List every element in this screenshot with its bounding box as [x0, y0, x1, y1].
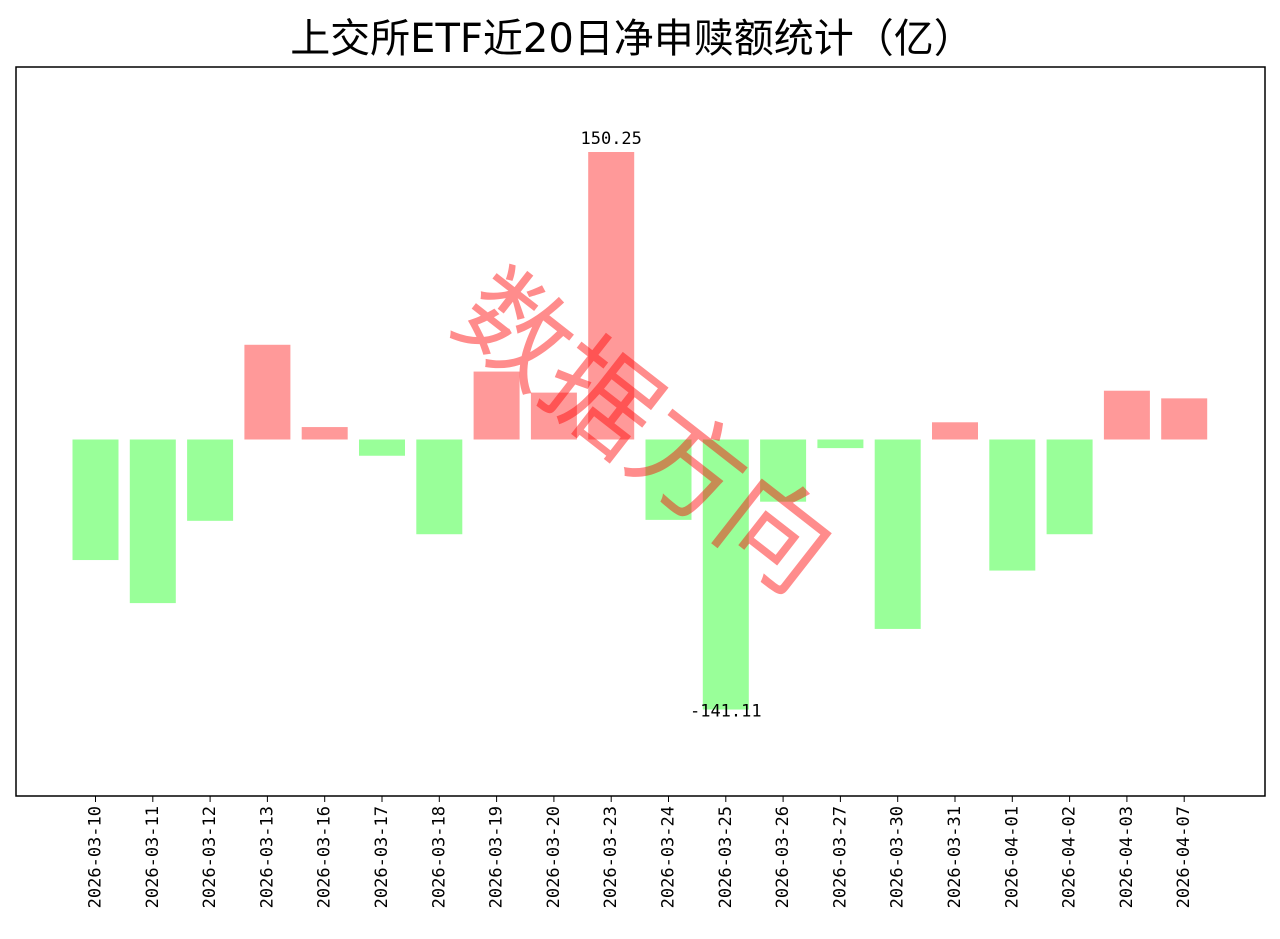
bar-2026-03-23 — [588, 152, 635, 440]
x-tick-label: 2026-04-01 — [1002, 806, 1022, 908]
plot-frame — [15, 66, 1266, 797]
bar-2026-04-02 — [1046, 439, 1093, 535]
bar-2026-03-12 — [187, 439, 234, 521]
x-tick-label: 2026-03-24 — [659, 806, 679, 908]
x-tick-label: 2026-03-25 — [716, 806, 736, 908]
bar-2026-03-31 — [932, 422, 978, 440]
bar-2026-03-13 — [244, 344, 291, 440]
x-tick-label: 2026-03-27 — [830, 806, 850, 908]
bar-2026-03-27 — [817, 439, 864, 449]
x-tick-label: 2026-03-30 — [888, 806, 908, 908]
bar-2026-03-18 — [416, 439, 463, 535]
x-tick-label: 2026-04-07 — [1174, 806, 1194, 908]
x-tick-label: 2026-04-02 — [1060, 806, 1080, 908]
bar-2026-04-07 — [1161, 398, 1208, 440]
x-tick-label: 2026-03-31 — [945, 806, 965, 908]
x-tick-label: 2026-04-03 — [1117, 806, 1137, 908]
x-tick-label: 2026-03-11 — [143, 806, 163, 908]
data-label: 150.25 — [580, 129, 641, 149]
bar-2026-03-17 — [359, 439, 405, 456]
data-label: -141.11 — [690, 702, 762, 722]
x-tick-label: 2026-03-19 — [487, 806, 507, 908]
bar-2026-04-01 — [989, 439, 1036, 571]
bar-2026-03-24 — [645, 439, 692, 520]
x-tick-label: 2026-03-26 — [773, 806, 793, 908]
bar-2026-03-10 — [72, 439, 119, 561]
data-labels-group: 150.25 -141.11 — [580, 129, 761, 722]
bar-2026-03-19 — [473, 371, 520, 440]
bar-2026-03-25 — [702, 439, 749, 710]
bars-group — [72, 152, 1208, 710]
x-tick-label: 2026-03-10 — [86, 806, 106, 908]
x-tick-label: 2026-03-23 — [601, 806, 621, 908]
x-tick-label: 2026-03-12 — [200, 806, 220, 908]
x-tick-label: 2026-03-13 — [257, 806, 277, 908]
x-axis-ticks: 2026-03-10 2026-03-11 2026-03-12 2026-03-13… — [86, 796, 1194, 908]
x-tick-label: 2026-03-20 — [544, 806, 564, 908]
chart-title: 上交所ETF近20日净申赎额统计（亿） — [290, 16, 974, 62]
bar-2026-03-26 — [760, 439, 807, 502]
bar-2026-03-30 — [874, 439, 921, 629]
bar-2026-03-11 — [129, 439, 176, 604]
bar-2026-03-20 — [530, 392, 577, 440]
bar-2026-04-03 — [1103, 390, 1150, 440]
x-tick-label: 2026-03-17 — [372, 806, 392, 908]
x-tick-label: 2026-03-18 — [429, 806, 449, 908]
bar-2026-03-16 — [301, 427, 348, 440]
x-tick-label: 2026-03-16 — [315, 806, 335, 908]
